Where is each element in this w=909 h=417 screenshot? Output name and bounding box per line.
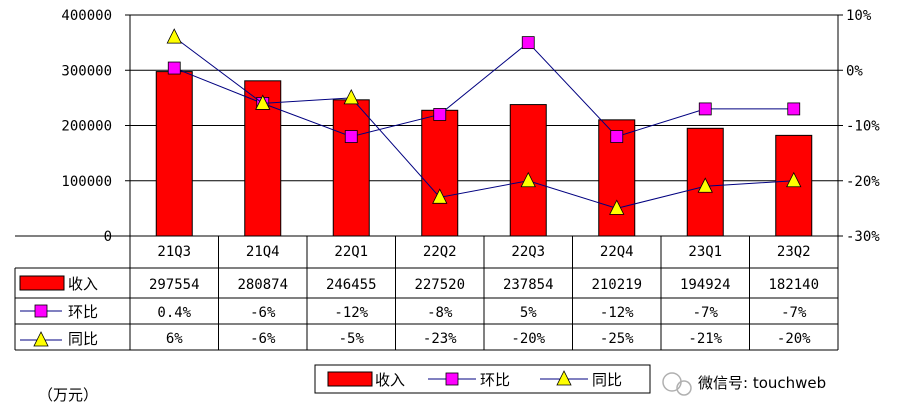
triangle-marker xyxy=(556,370,572,386)
table-cell-value: -12% xyxy=(600,305,634,321)
left-axis-tick-label: 400000 xyxy=(61,8,112,24)
row-label-revenue: 收入 xyxy=(68,275,98,293)
table-cell-value: 182140 xyxy=(768,277,819,293)
category-label: 22Q4 xyxy=(600,244,634,260)
triangle-marker xyxy=(786,171,802,188)
triangle-marker xyxy=(343,88,359,105)
square-marker xyxy=(610,130,624,143)
series-line xyxy=(174,41,794,138)
watermark: 微信号: touchweb xyxy=(662,372,826,396)
square-marker xyxy=(445,372,459,386)
square-marker xyxy=(167,61,181,75)
table-cell-value: -21% xyxy=(688,331,722,347)
legend-label: 收入 xyxy=(375,371,405,389)
square-marker xyxy=(698,102,712,116)
table-cell-value: -12% xyxy=(334,305,368,321)
table-cell-value: -7% xyxy=(693,305,719,321)
table-cell-value: -6% xyxy=(250,331,276,347)
table-cell-value: -6% xyxy=(250,305,276,321)
table-cell-value: 194924 xyxy=(680,277,731,293)
category-label: 21Q3 xyxy=(157,244,191,260)
category-label: 22Q1 xyxy=(334,244,368,260)
bar-mark xyxy=(332,99,370,237)
table-cell-value: -25% xyxy=(600,331,634,347)
table-cell-value: -7% xyxy=(781,305,807,321)
table-cell-value: 5% xyxy=(520,305,537,321)
unit-label: （万元） xyxy=(38,386,98,404)
category-label: 22Q2 xyxy=(423,244,457,260)
wechat-icon xyxy=(676,380,692,396)
left-axis-tick-label: 200000 xyxy=(61,119,112,135)
legend-label: 环比 xyxy=(480,371,510,389)
bar-mark xyxy=(155,71,193,237)
bar-mark xyxy=(421,109,459,237)
legend: 收入 环比 同比 xyxy=(314,364,651,394)
category-label: 22Q3 xyxy=(511,244,545,260)
watermark-text: 微信号: touchweb xyxy=(698,374,826,392)
table-cell-value: -20% xyxy=(511,331,545,347)
triangle-marker xyxy=(697,177,713,193)
triangle-marker xyxy=(255,94,271,110)
square-marker xyxy=(787,102,801,116)
table-cell-value: -8% xyxy=(427,305,453,321)
wechat-icon xyxy=(662,372,682,392)
right-axis-tick-label: -20% xyxy=(846,174,880,190)
table-cell-value: 237854 xyxy=(503,277,554,293)
table-cell-value: -5% xyxy=(339,331,365,347)
legend-key-bar xyxy=(327,371,373,387)
left-axis-tick-label: 300000 xyxy=(61,63,112,79)
table-cell-value: 6% xyxy=(166,331,183,347)
table-cell-value: -20% xyxy=(777,331,811,347)
square-marker xyxy=(521,36,535,50)
right-axis-tick-label: 10% xyxy=(846,8,872,24)
row-label-yoy: 同比 xyxy=(68,330,98,348)
table-cell-value: 246455 xyxy=(326,277,377,293)
series-line xyxy=(173,36,794,209)
square-marker xyxy=(34,304,48,318)
table-cell-value: 210219 xyxy=(591,277,642,293)
category-label: 23Q2 xyxy=(777,244,811,260)
left-axis-tick-label: 0 xyxy=(104,229,112,245)
right-axis-tick-label: -30% xyxy=(846,229,880,245)
table-cell-value: 297554 xyxy=(149,277,200,293)
triangle-marker xyxy=(166,28,182,44)
table-cell-value: 280874 xyxy=(237,277,288,293)
legend-key-bar xyxy=(19,275,65,291)
triangle-marker xyxy=(520,171,536,188)
row-label-qoq: 环比 xyxy=(68,303,98,321)
right-axis-tick-label: -10% xyxy=(846,119,880,135)
left-axis-tick-label: 100000 xyxy=(61,174,112,190)
category-label: 21Q4 xyxy=(246,244,280,260)
triangle-marker xyxy=(432,188,448,204)
right-axis-tick-label: 0% xyxy=(846,63,863,79)
bar-mark xyxy=(509,104,547,237)
table-cell-value: 227520 xyxy=(414,277,465,293)
legend-label: 同比 xyxy=(592,371,622,389)
square-marker xyxy=(344,130,358,143)
square-marker xyxy=(433,108,447,121)
table-cell-value: -23% xyxy=(423,331,457,347)
triangle-marker xyxy=(33,331,49,347)
category-label: 23Q1 xyxy=(688,244,722,260)
table-cell-value: 0.4% xyxy=(157,305,191,321)
triangle-marker xyxy=(609,199,625,215)
